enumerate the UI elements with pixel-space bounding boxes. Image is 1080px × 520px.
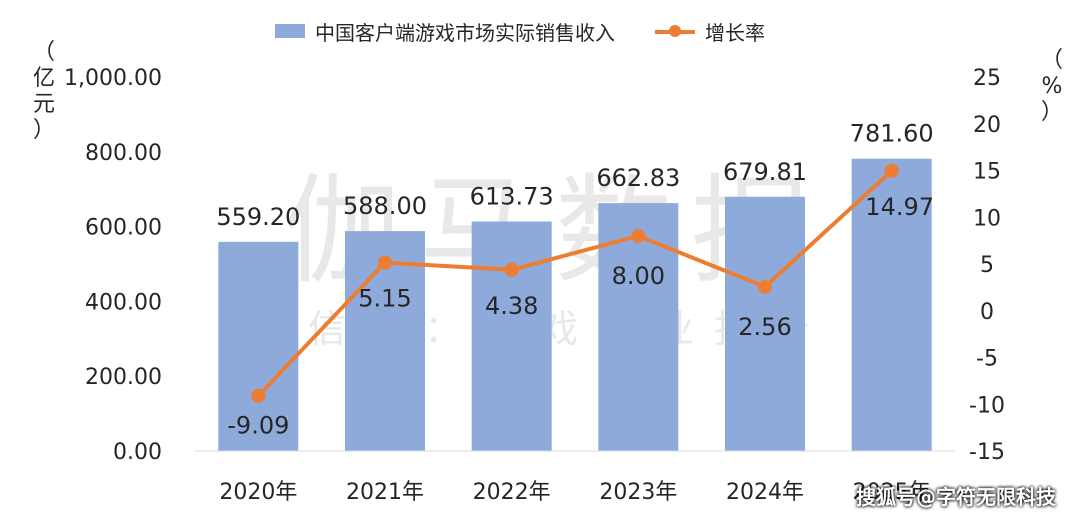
right-tick-label: -5 [976, 347, 998, 372]
legend-bar-swatch [275, 24, 305, 38]
left-tick-label: 600.00 [85, 216, 162, 241]
line-value-label: 2.56 [738, 313, 791, 341]
left-axis-unit: （亿元） [32, 40, 55, 143]
x-tick-label: 2025年 [853, 480, 931, 505]
legend: 中国客户端游戏市场实际销售收入 增长率 [275, 16, 765, 46]
growth-point [378, 255, 392, 270]
right-tick-label: -15 [969, 440, 1005, 465]
legend-bar-label: 中国客户端游戏市场实际销售收入 [315, 20, 615, 45]
legend-line-label: 增长率 [705, 20, 765, 45]
right-tick-label: 10 [973, 206, 1001, 231]
bar [851, 158, 932, 452]
x-tick-label: 2022年 [473, 480, 551, 505]
bar-value-label: 559.20 [216, 203, 300, 231]
x-tick-label: 2021年 [346, 480, 424, 505]
line-value-label: 14.97 [865, 193, 934, 221]
right-tick-label: -10 [969, 393, 1005, 418]
growth-point [251, 388, 266, 403]
right-tick-label: 0 [980, 300, 994, 325]
line-value-label: 8.00 [612, 262, 665, 290]
growth-point [884, 163, 899, 178]
line-value-label: -9.09 [227, 412, 289, 440]
bar-value-label: 662.83 [596, 164, 680, 192]
right-tick-label: 15 [973, 160, 1001, 185]
bar [471, 221, 552, 451]
x-tick-label: 2020年 [219, 480, 297, 505]
growth-point [631, 228, 646, 243]
legend-line-swatch [655, 24, 695, 38]
right-axis-unit: （%） [1040, 48, 1063, 125]
growth-point [758, 279, 772, 294]
right-tick-label: 25 [973, 66, 1001, 91]
right-tick-label: 5 [980, 253, 994, 278]
growth-point [504, 262, 519, 277]
bar-value-label: 613.73 [470, 182, 554, 210]
bar-value-label: 781.60 [850, 120, 934, 148]
growth-line [256, 169, 894, 398]
left-tick-label: 200.00 [85, 365, 162, 390]
right-tick-label: 20 [973, 113, 1001, 138]
footer-watermark: 搜狐号@字符无限科技 [856, 485, 1056, 509]
left-tick-label: 1,000.00 [64, 66, 162, 91]
left-tick-label: 0.00 [113, 440, 162, 465]
bar [725, 196, 805, 451]
x-tick-label: 2023年 [599, 480, 677, 505]
bar-value-label: 588.00 [343, 192, 427, 220]
left-tick-label: 400.00 [85, 290, 162, 315]
x-tick-label: 2024年 [726, 480, 804, 505]
line-value-label: 4.38 [485, 292, 538, 320]
bar [218, 241, 299, 451]
line-value-label: 5.15 [358, 285, 411, 313]
bar-value-label: 679.81 [723, 158, 807, 186]
left-tick-label: 800.00 [85, 141, 162, 166]
